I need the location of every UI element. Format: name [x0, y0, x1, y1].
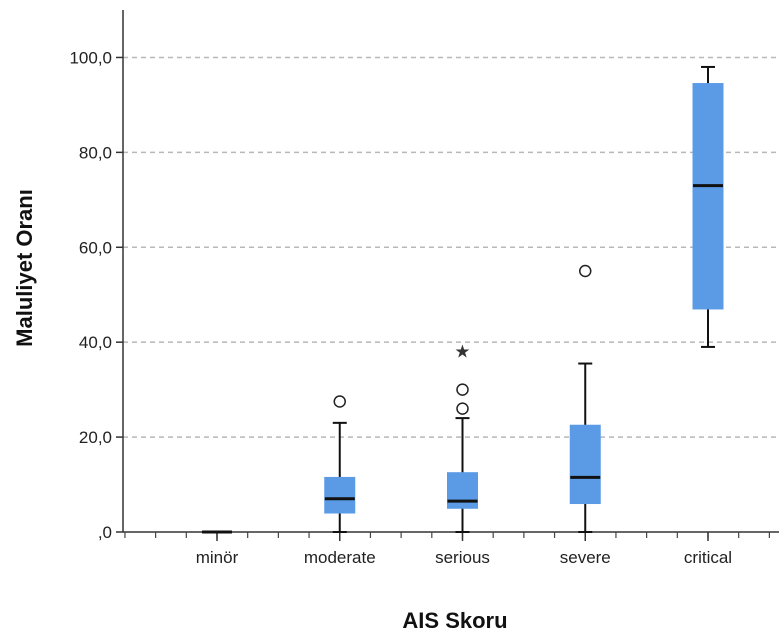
gridlines — [123, 56, 779, 438]
y-tick-label: 40,0 — [79, 333, 112, 352]
box-body — [447, 472, 478, 509]
box-severe — [569, 264, 601, 533]
x-tick-label: minör — [196, 548, 239, 567]
outlier-point — [456, 402, 469, 415]
y-axis-title: Maluliyet Oranı — [12, 189, 37, 347]
y-tick-label: 60,0 — [79, 238, 112, 257]
x-tick-label: critical — [684, 548, 732, 567]
axes — [122, 10, 779, 533]
outlier-point — [456, 383, 469, 396]
x-axis-ticks: minör moderate serious severe critical — [124, 532, 770, 567]
x-tick-label: moderate — [304, 548, 376, 567]
x-axis-title: AIS Skoru — [402, 608, 507, 633]
box-body — [692, 83, 724, 310]
box-body — [569, 424, 601, 505]
y-tick-label: 100,0 — [69, 48, 112, 67]
y-tick-label: ,0 — [98, 523, 112, 542]
x-tick-label: serious — [435, 548, 490, 567]
box-serious: ★ — [447, 342, 478, 533]
outlier-point — [579, 264, 592, 278]
box-critical — [692, 65, 724, 348]
y-tick-label: 80,0 — [79, 143, 112, 162]
y-tick-label: 20,0 — [79, 428, 112, 447]
extreme-point: ★ — [454, 342, 470, 363]
outlier-point — [333, 395, 346, 408]
box-body — [324, 476, 356, 514]
box-moderate — [324, 395, 356, 533]
boxes: ★ — [202, 65, 724, 534]
y-axis-ticks: ,0 20,0 40,0 60,0 80,0 100,0 — [69, 48, 123, 542]
x-tick-label: severe — [560, 548, 611, 567]
